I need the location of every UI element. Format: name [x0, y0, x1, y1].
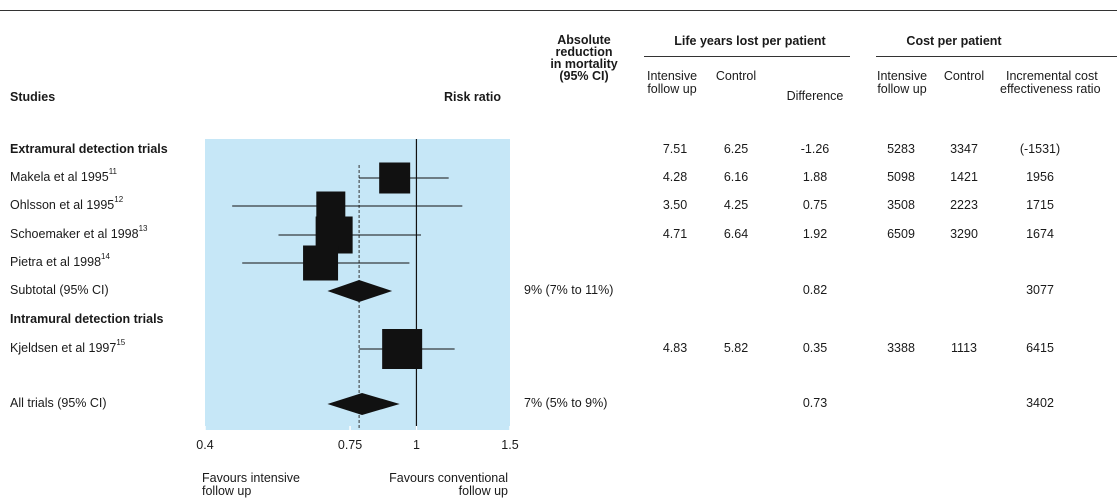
cell-ly-diff: 0.35: [802, 341, 828, 355]
icer-header: Incremental cost effectiveness ratio: [1000, 69, 1101, 96]
ly-difference-header: Difference: [786, 89, 844, 103]
life-years-group-rule: [644, 56, 850, 57]
favours-left-label: follow up: [202, 484, 251, 498]
cell-ly-int: 4.83: [662, 341, 688, 355]
ly-intensive-header: Intensive follow up: [646, 69, 698, 96]
cell-icer: 3402: [1026, 396, 1054, 410]
pooled-diamond: [327, 280, 393, 302]
cell-c-int: 5283: [887, 142, 915, 156]
cell-ly-ctrl: 6.16: [723, 170, 749, 184]
reference-number: 11: [108, 167, 117, 176]
cell-ly-int: 3.50: [662, 198, 688, 212]
reference-number: 15: [116, 338, 126, 347]
study-label: Subtotal (95% CI): [10, 283, 109, 297]
cell-abs: 9% (7% to 11%): [524, 283, 614, 297]
cell-c-ctrl: 3290: [950, 227, 978, 241]
cell-icer: (-1531): [1019, 142, 1061, 156]
cost-control-header: Control: [943, 69, 985, 83]
cell-icer: 3077: [1026, 283, 1054, 297]
reference-number: 13: [138, 224, 148, 233]
cell-icer: 1956: [1026, 170, 1054, 184]
study-label: Pietra et al 1998: [10, 255, 102, 269]
cell-c-int: 3508: [887, 198, 915, 212]
cell-ly-ctrl: 6.64: [723, 227, 749, 241]
cost-group-rule: [876, 56, 1117, 57]
study-label: Intramural detection trials: [10, 312, 164, 326]
effect-square: [379, 162, 411, 194]
study-label: Schoemaker et al 1998: [10, 227, 139, 241]
tick-label: 0.4: [196, 438, 213, 452]
cell-ly-diff: -1.26: [800, 142, 830, 156]
study-name: Makela et al 199511: [10, 167, 117, 184]
tick-label: 1.5: [501, 438, 518, 452]
cell-c-int: 5098: [887, 170, 915, 184]
effect-square: [382, 329, 423, 369]
study-label: Extramural detection trials: [10, 142, 168, 156]
cell-ly-ctrl: 6.25: [723, 142, 749, 156]
study-label: Kjeldsen et al 1997: [10, 341, 117, 355]
cell-icer: 1715: [1026, 198, 1054, 212]
effect-square: [303, 245, 339, 281]
cell-c-ctrl: 1113: [951, 341, 977, 355]
favours-right-label: Favours conventional: [389, 471, 508, 485]
cost-group-header: Cost per patient: [906, 34, 1002, 48]
reference-number: 12: [114, 195, 124, 204]
risk-ratio-header: Risk ratio: [444, 90, 501, 104]
cell-ly-diff: 0.82: [802, 283, 828, 297]
cell-icer: 6415: [1026, 341, 1054, 355]
study-label: All trials (95% CI): [10, 396, 107, 410]
cell-ly-int: 7.51: [662, 142, 688, 156]
cell-ly-diff: 1.88: [802, 170, 828, 184]
group-heading: Extramural detection trials: [10, 142, 168, 156]
study-name: Kjeldsen et al 199715: [10, 338, 126, 355]
cell-abs: 7% (5% to 9%): [524, 396, 608, 410]
effect-square: [316, 191, 346, 221]
pooled-diamond: [327, 393, 400, 415]
top-rule: [0, 10, 1117, 11]
cell-c-int: 6509: [887, 227, 915, 241]
life-years-group-header: Life years lost per patient: [674, 34, 826, 48]
cell-icer: 1674: [1026, 227, 1054, 241]
group-heading: Intramural detection trials: [10, 312, 164, 326]
study-name: Subtotal (95% CI): [10, 283, 109, 297]
favours-left-label: Favours intensive: [202, 471, 300, 485]
cell-ly-int: 4.71: [662, 227, 688, 241]
study-label: Makela et al 1995: [10, 170, 109, 184]
ly-control-header: Control: [715, 69, 757, 83]
cell-ly-diff: 0.75: [802, 198, 828, 212]
cell-c-ctrl: 1421: [950, 170, 978, 184]
cell-c-ctrl: 3347: [950, 142, 978, 156]
cost-intensive-header: Intensive follow up: [876, 69, 928, 96]
study-name: Ohlsson et al 199512: [10, 195, 124, 212]
study-label: Ohlsson et al 1995: [10, 198, 115, 212]
studies-header: Studies: [10, 90, 56, 104]
cell-c-ctrl: 2223: [950, 198, 978, 212]
cell-ly-ctrl: 5.82: [723, 341, 749, 355]
reference-number: 14: [101, 252, 110, 261]
study-name: Pietra et al 199814: [10, 252, 110, 269]
cell-ly-diff: 1.92: [802, 227, 828, 241]
tick-label: 0.75: [338, 438, 362, 452]
favours-right-label: follow up: [459, 484, 508, 498]
study-name: Schoemaker et al 199813: [10, 224, 148, 241]
tick-label: 1: [413, 438, 420, 452]
cell-ly-int: 4.28: [662, 170, 688, 184]
cell-ly-ctrl: 4.25: [723, 198, 749, 212]
cell-ly-diff: 0.73: [802, 396, 828, 410]
cell-c-int: 3388: [887, 341, 915, 355]
study-name: All trials (95% CI): [10, 396, 107, 410]
abs-reduction-header: Absolute reduction in mortality (95% CI): [550, 33, 618, 83]
